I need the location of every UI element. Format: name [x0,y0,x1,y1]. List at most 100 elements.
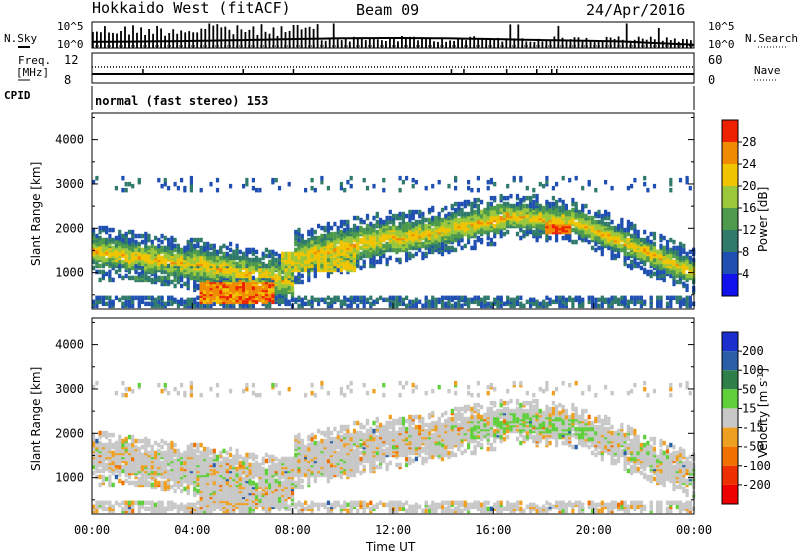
velocity-cell [121,464,125,470]
power-cell [499,295,503,301]
power-cell [476,301,480,307]
power-cell [447,227,451,233]
power-cell [229,241,233,247]
velocity-cell [199,464,203,470]
power-cell [486,179,490,185]
power-cell [633,177,637,183]
power-cell [561,199,565,205]
power-cell [209,251,213,257]
velocity-cell [199,486,203,492]
power-cell [519,301,523,307]
noise-bar [453,40,455,48]
power-cell [639,265,643,271]
power-cell [356,215,360,221]
power-cell [463,203,467,209]
power-cell [551,185,555,191]
power-cell [509,297,513,303]
power-cell [290,285,295,291]
power-cell [515,301,520,307]
noise-bar [381,40,383,48]
power-cell [310,235,314,241]
power-cell [202,241,207,247]
power-cell [326,221,330,227]
velocity-cell [150,482,154,488]
power-cell [362,227,366,233]
power-cell [287,181,291,187]
power-cell [160,183,164,189]
power-cell [590,215,595,221]
velocity-cell [105,500,109,506]
power-cell [189,259,193,265]
power-cell [101,243,105,249]
power-cell [444,205,448,211]
velocity-cell [170,470,174,476]
power-cell [512,297,516,303]
power-cell [424,217,428,223]
power-cell [163,301,167,307]
power-cell [427,249,432,255]
noise-tick-right-top: 10^5 [708,20,735,33]
velocity-cell [248,462,252,468]
power-cell [434,215,438,221]
power-cell [359,217,363,223]
power-cell [317,223,321,229]
noise-bar [389,37,391,48]
power-cell [114,185,118,191]
power-cell [476,295,480,301]
velocity-cell [111,442,115,448]
velocity-cell [238,454,242,460]
power-cell [643,247,647,253]
power-cell [401,301,405,307]
velocity-cell [193,458,197,464]
velocity-cell [95,474,99,480]
velocity-cell [137,382,141,388]
power-cell [121,175,125,181]
power-cell [597,297,601,303]
freq-tick-bottom: 8 [64,73,71,87]
power-cell [574,205,578,211]
power-cell [450,245,454,251]
power-cell [101,273,105,279]
power-cell [206,249,210,255]
velocity-cell [160,388,164,394]
power-cell [343,295,347,301]
noise-bar [581,40,584,48]
power-cell [242,271,246,277]
power-cell [339,185,343,191]
velocity-cell [232,458,236,464]
velocity-cell [163,382,167,388]
power-cell [222,261,226,267]
power-cell [330,225,334,231]
power-cell [529,195,533,201]
power-cell [229,303,233,309]
power-cell [427,235,432,241]
power-cell [564,235,568,241]
power-cell [193,237,197,243]
power-cell [206,241,210,247]
velocity-cell [232,480,236,486]
colorbar-tick-label: 12 [742,223,756,237]
power-cell [558,295,562,301]
power-cell [310,227,314,233]
power-cell [372,227,376,233]
power-cell [457,295,461,301]
velocity-cell [251,382,255,388]
power-cell [147,301,151,307]
power-cell [542,229,546,235]
power-cell [633,233,637,239]
power-cell [274,261,278,267]
velocity-cell [140,474,145,480]
power-cell [140,239,145,245]
power-cell [590,303,595,309]
velocity-cell [219,480,223,486]
velocity-cell [202,490,207,496]
velocity-cell [131,438,135,444]
power-cell [326,257,330,263]
power-cell [555,181,559,187]
velocity-cell [150,500,154,506]
power-cell [372,223,376,229]
velocity-cell [219,468,223,474]
noise-bar [517,24,520,48]
power-cell [229,259,233,265]
freq-tick-top: 12 [64,53,78,67]
